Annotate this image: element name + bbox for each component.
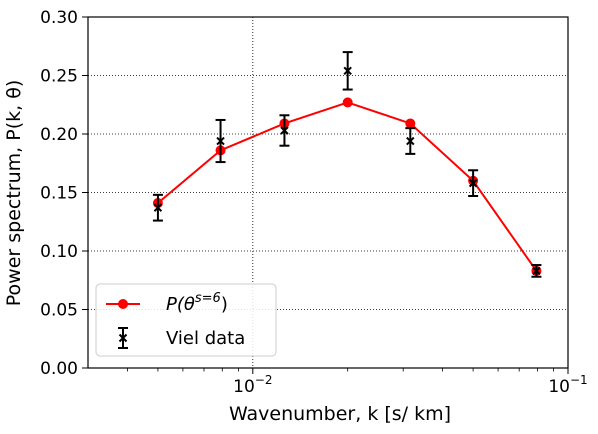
data-x-marker: [343, 66, 352, 76]
y-axis-label: Power spectrum, P(k, θ): [3, 80, 25, 306]
data-x-marker: [532, 266, 541, 276]
data-x-marker: [406, 136, 415, 146]
y-tick-label: 0.00: [40, 359, 78, 379]
legend-label-data: Viel data: [166, 328, 245, 349]
y-tick-label: 0.20: [40, 125, 78, 145]
data-errorbar-point: [152, 193, 163, 222]
legend-box: [95, 283, 277, 357]
data-x-marker: [153, 203, 163, 212]
legend: P(θs=6) Viel data: [95, 283, 277, 357]
y-tick-label: 0.10: [40, 242, 78, 262]
data-x-marker: [216, 136, 225, 146]
y-tick-label: 0.30: [40, 8, 78, 28]
y-tick-label: 0.05: [40, 301, 78, 321]
legend-marker-swatch: [118, 299, 128, 309]
legend-label-model: P(θs=6): [166, 291, 228, 315]
x-axis-label: Wavenumber, k [s/ km]: [229, 403, 451, 425]
legend-swatch-x-marker: [118, 333, 128, 343]
plot-data: [152, 51, 542, 278]
y-tick-label: 0.15: [40, 184, 78, 204]
legend-errorbar-swatch: [118, 327, 128, 349]
y-tick-label: 0.25: [40, 67, 78, 87]
data-errorbar-point: [405, 127, 416, 155]
data-errorbar-point: [342, 51, 353, 91]
data-errorbar-point: [279, 114, 290, 147]
data-x-marker: [280, 126, 289, 135]
data-errorbar-point: [215, 118, 226, 164]
x-tick-label: 10−2: [233, 373, 272, 397]
axis-ticks: 0.00 0.05 0.10 0.15 0.20 0.25 0.30 10−2 10−1: [40, 8, 588, 397]
x-tick-label: 10−1: [548, 373, 587, 397]
data-errorbar-point: [531, 264, 542, 278]
data-x-marker: [468, 178, 478, 188]
model-series-point: [342, 97, 353, 108]
model-series-point: [405, 118, 416, 129]
data-errorbar-point: [468, 169, 479, 198]
model-series-line: [157, 101, 538, 272]
